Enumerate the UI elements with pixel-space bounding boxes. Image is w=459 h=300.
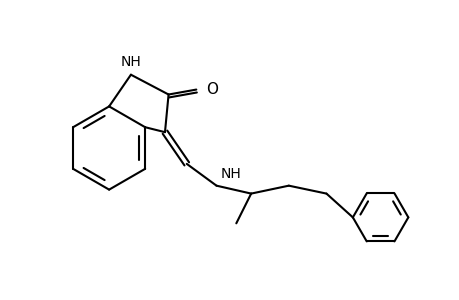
Text: NH: NH	[120, 55, 141, 69]
Text: NH: NH	[220, 167, 241, 181]
Text: O: O	[206, 82, 218, 97]
